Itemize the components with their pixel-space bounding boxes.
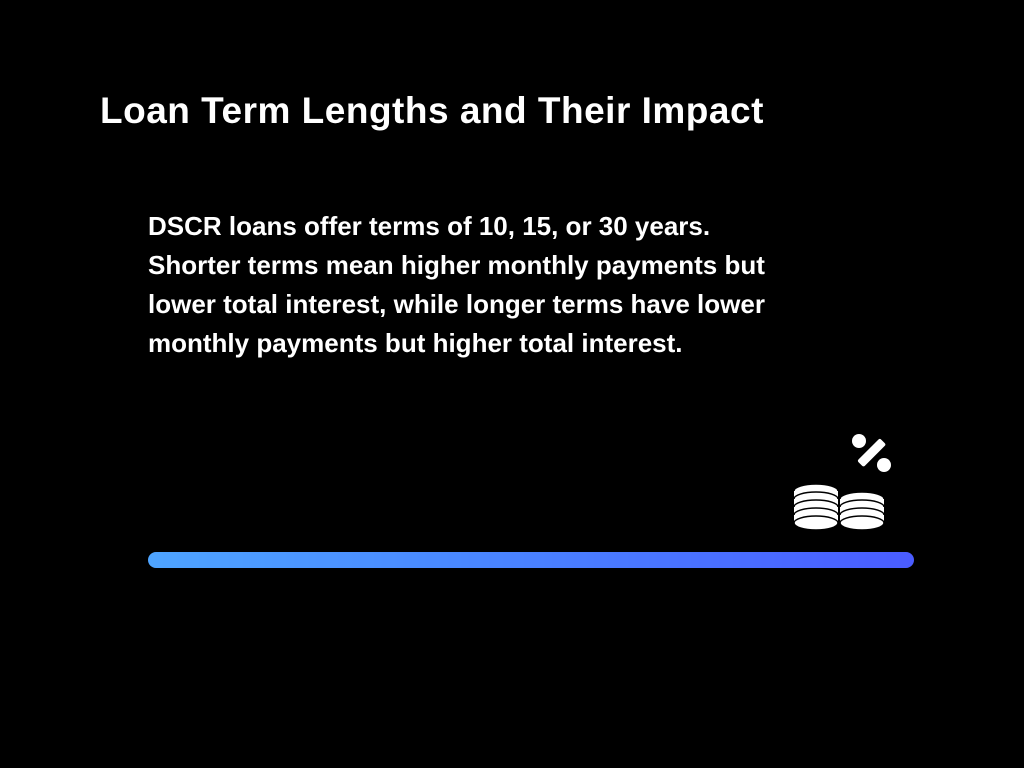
slide-title: Loan Term Lengths and Their Impact <box>100 90 924 132</box>
coins-percent-icon <box>784 433 904 538</box>
slide-container: Loan Term Lengths and Their Impact DSCR … <box>0 0 1024 768</box>
slide-body: DSCR loans offer terms of 10, 15, or 30 … <box>100 207 880 363</box>
accent-bar <box>148 552 914 568</box>
